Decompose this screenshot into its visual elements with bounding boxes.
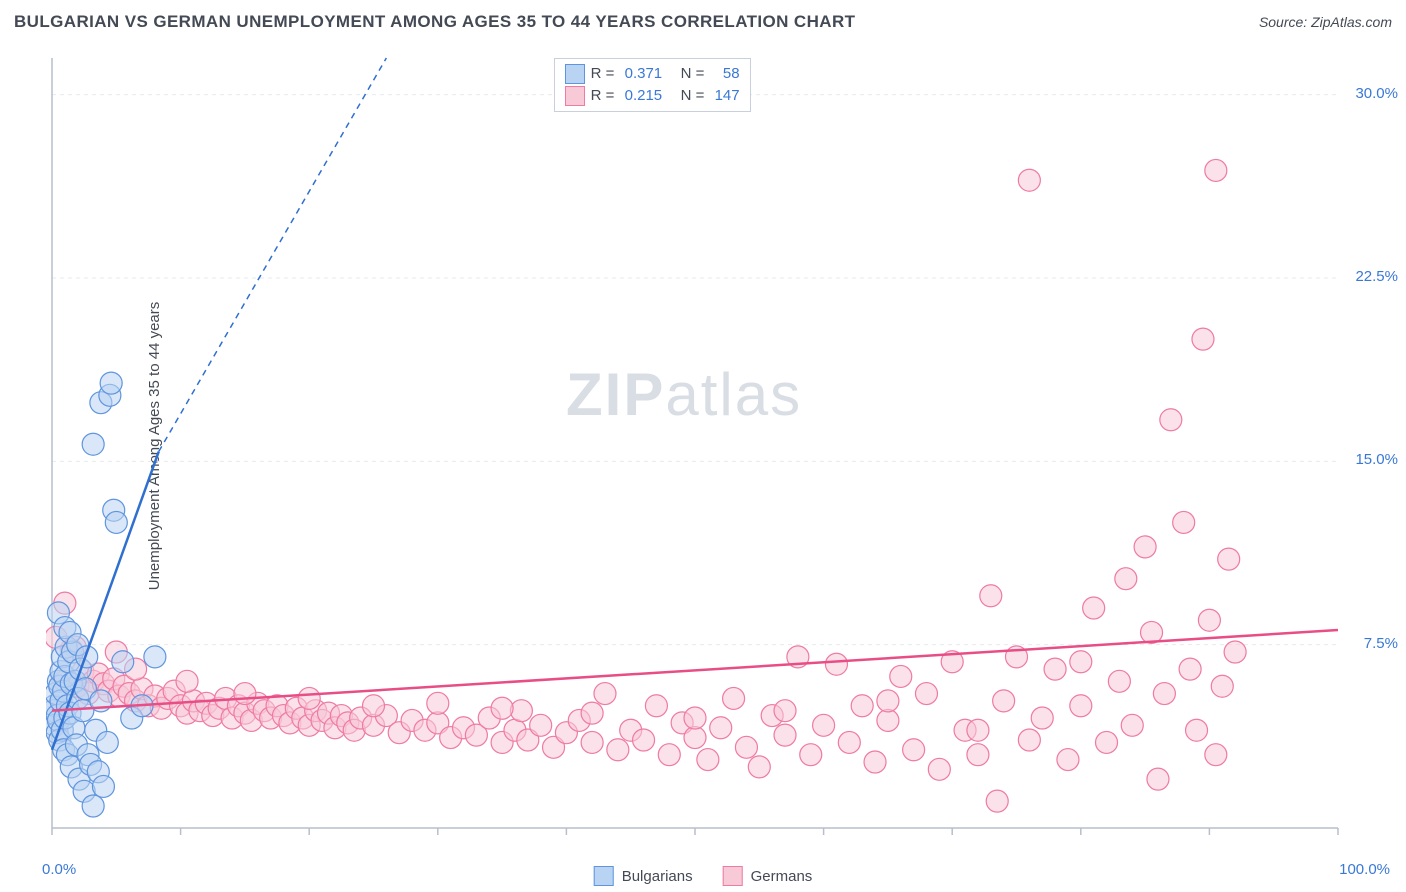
r-label: R = <box>591 85 619 107</box>
series-legend: Bulgarians Germans <box>594 866 813 886</box>
legend-swatch <box>723 866 743 886</box>
series-legend-label: Bulgarians <box>622 868 693 885</box>
n-label: N = <box>668 63 708 85</box>
r-label: R = <box>591 63 619 85</box>
legend-swatch <box>565 64 585 84</box>
r-value: 0.215 <box>625 85 663 107</box>
y-tick-label: 22.5% <box>1355 268 1398 285</box>
chart-source: Source: ZipAtlas.com <box>1259 14 1392 30</box>
n-label: N = <box>668 85 708 107</box>
series-legend-item: Germans <box>723 866 813 886</box>
stats-legend-row: R = 0.215 N = 147 <box>565 85 740 107</box>
n-value: 147 <box>715 85 740 107</box>
chart-header: BULGARIAN VS GERMAN UNEMPLOYMENT AMONG A… <box>14 12 1392 32</box>
stats-legend: R = 0.371 N = 58R = 0.215 N = 147 <box>554 58 751 112</box>
x-axis-max-label: 100.0% <box>1339 861 1390 878</box>
legend-swatch <box>594 866 614 886</box>
r-value: 0.371 <box>625 63 663 85</box>
y-tick-label: 7.5% <box>1364 635 1398 652</box>
scatter-chart <box>46 50 1382 852</box>
stats-legend-row: R = 0.371 N = 58 <box>565 63 740 85</box>
series-legend-label: Germans <box>751 868 813 885</box>
n-value: 58 <box>715 63 740 85</box>
y-tick-label: 15.0% <box>1355 451 1398 468</box>
legend-swatch <box>565 86 585 106</box>
chart-title: BULGARIAN VS GERMAN UNEMPLOYMENT AMONG A… <box>14 12 855 32</box>
x-axis-min-label: 0.0% <box>42 861 76 878</box>
y-tick-label: 30.0% <box>1355 85 1398 102</box>
plot-area: ZIPatlas R = 0.371 N = 58R = 0.215 N = 1… <box>46 50 1382 852</box>
series-legend-item: Bulgarians <box>594 866 693 886</box>
